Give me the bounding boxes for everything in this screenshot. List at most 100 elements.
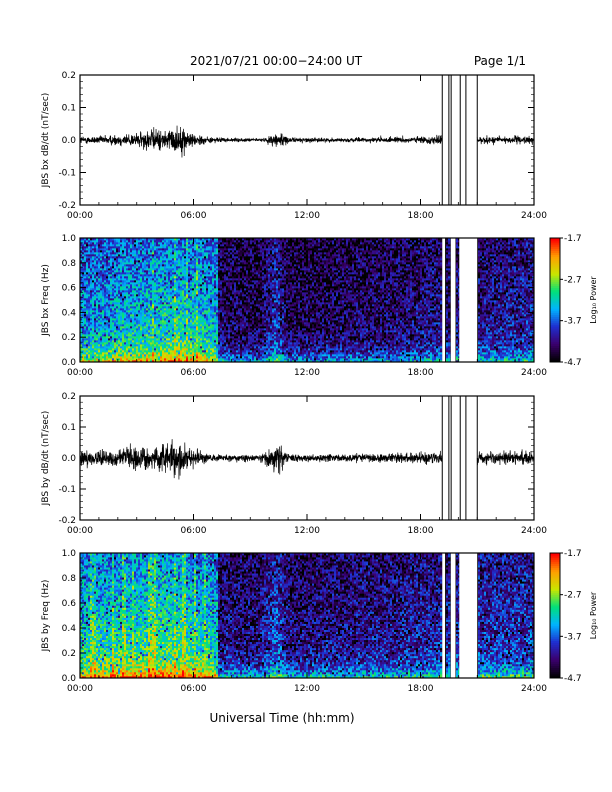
spectrogram-cell <box>168 356 171 359</box>
spectrogram-cell <box>208 354 211 357</box>
spectrogram-cell <box>136 356 139 359</box>
spectrogram-cell <box>108 296 111 299</box>
spectrogram-cell <box>196 264 199 267</box>
spectrogram-cell <box>220 324 223 327</box>
spectrogram-cell <box>148 320 151 323</box>
spectrogram-cell <box>120 274 123 277</box>
spectrogram-cell <box>214 296 217 299</box>
spectrogram-cell <box>170 244 173 247</box>
spectrogram-cell <box>144 346 147 349</box>
spectrogram-cell <box>110 276 113 279</box>
spectrogram-cell <box>234 316 237 319</box>
spectrogram-cell <box>202 252 205 255</box>
spectrogram-cell <box>136 248 139 251</box>
spectrogram-cell <box>160 266 163 269</box>
spectrogram-cell <box>88 320 91 323</box>
spectrogram-cell <box>128 268 131 271</box>
spectrogram-cell <box>198 280 201 283</box>
spectrogram-cell <box>196 334 199 337</box>
spectrogram-cell <box>102 324 105 327</box>
spectrogram-cell <box>204 264 207 267</box>
spectrogram-cell <box>146 310 149 313</box>
spectrogram-cell <box>230 268 233 271</box>
spectrogram-cell <box>184 336 187 339</box>
spectrogram-cell <box>90 242 93 245</box>
spectrogram-cell <box>198 248 201 251</box>
spectrogram-cell <box>112 332 115 335</box>
spectrogram-cell <box>126 248 129 251</box>
spectrogram-cell <box>96 332 99 335</box>
spectrogram-cell <box>158 298 161 301</box>
spectrogram-cell <box>114 292 117 295</box>
spectrogram-cell <box>224 238 227 241</box>
spectrogram-cell <box>106 338 109 341</box>
spectrogram-cell <box>156 266 159 269</box>
spectrogram-cell <box>208 238 211 241</box>
spectrogram-cell <box>116 360 119 363</box>
spectrogram-cell <box>124 340 127 343</box>
spectrogram-cell <box>142 242 145 245</box>
spectrogram-cell <box>210 344 213 347</box>
spectrogram-cell <box>216 270 219 273</box>
spectrogram-cell <box>152 312 155 315</box>
spectrogram-cell <box>226 314 229 317</box>
spectrogram-cell <box>94 248 97 251</box>
spectrogram-cell <box>210 290 213 293</box>
spectrogram-cell <box>186 260 189 263</box>
spectrogram-cell <box>214 352 217 355</box>
spectrogram-cell <box>94 256 97 259</box>
spectrogram-cell <box>120 248 123 251</box>
spectrogram-cell <box>200 302 203 305</box>
spectrogram-cell <box>82 346 85 349</box>
spectrogram-cell <box>162 238 165 241</box>
spectrogram-cell <box>142 256 145 259</box>
spectrogram-cell <box>154 318 157 321</box>
spectrogram-cell <box>146 264 149 267</box>
spectrogram-cell <box>90 248 93 251</box>
spectrogram-cell <box>140 360 143 363</box>
spectrogram-cell <box>226 308 229 311</box>
spectrogram-cell <box>156 284 159 287</box>
spectrogram-cell <box>130 340 133 343</box>
spectrogram-cell <box>92 302 95 305</box>
spectrogram-cell <box>92 290 95 293</box>
spectrogram-cell <box>170 278 173 281</box>
spectrogram-cell <box>160 296 163 299</box>
spectrogram-cell <box>118 246 121 249</box>
spectrogram-cell <box>214 350 217 353</box>
spectrogram-cell <box>106 246 109 249</box>
spectrogram-cell <box>212 238 215 241</box>
spectrogram-cell <box>166 304 169 307</box>
spectrogram-cell <box>204 246 207 249</box>
spectrogram-cell <box>204 254 207 257</box>
spectrogram-cell <box>232 278 235 281</box>
spectrogram-cell <box>136 336 139 339</box>
spectrogram-cell <box>120 354 123 357</box>
spectrogram-cell <box>144 300 147 303</box>
spectrogram-cell <box>232 302 235 305</box>
spectrogram-cell <box>146 262 149 265</box>
spectrogram-cell <box>222 312 225 315</box>
spectrogram-cell <box>218 312 221 315</box>
spectrogram-cell <box>198 256 201 259</box>
spectrogram-cell <box>216 242 219 245</box>
spectrogram-cell <box>232 336 235 339</box>
spectrogram-cell <box>220 320 223 323</box>
spectrogram-cell <box>224 316 227 319</box>
spectrogram-cell <box>212 304 215 307</box>
spectrogram-cell <box>120 360 123 363</box>
spectrogram-cell <box>184 294 187 297</box>
spectrogram-cell <box>192 248 195 251</box>
spectrogram-cell <box>172 294 175 297</box>
spectrogram-cell <box>96 294 99 297</box>
spectrogram-cell <box>132 276 135 279</box>
spectrogram-cell <box>80 304 83 307</box>
spectrogram-cell <box>192 264 195 267</box>
spectrogram-cell <box>206 324 209 327</box>
spectrogram-cell <box>164 342 167 345</box>
spectrogram-cell <box>236 272 239 275</box>
spectrogram-cell <box>96 336 99 339</box>
spectrogram-cell <box>158 324 161 327</box>
spectrogram-cell <box>170 348 173 351</box>
spectrogram-cell <box>212 258 215 261</box>
